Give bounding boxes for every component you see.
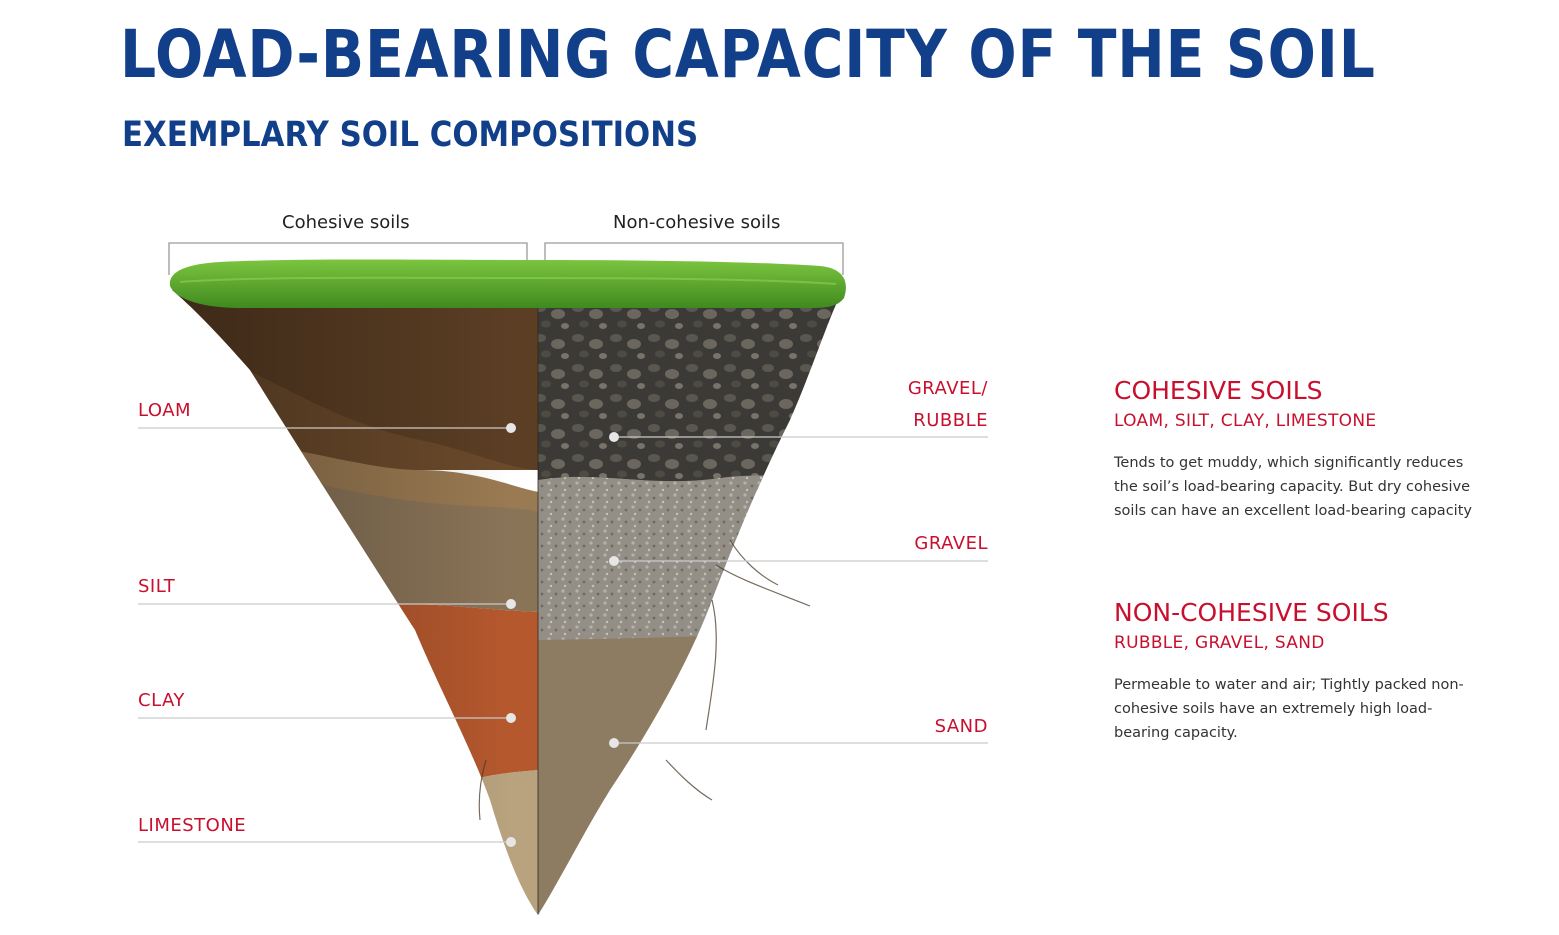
cohesive-soils-info: COHESIVE SOILS LOAM, SILT, CLAY, LIMESTO… bbox=[1114, 376, 1494, 523]
limestone-label: LIMESTONE bbox=[138, 815, 247, 836]
cohesive-soils-types: LOAM, SILT, CLAY, LIMESTONE bbox=[1114, 411, 1377, 431]
gravel-rubble-marker bbox=[609, 432, 988, 442]
page-subtitle: EXEMPLARY SOIL COMPOSITIONS bbox=[122, 115, 699, 155]
sand-marker bbox=[609, 738, 988, 748]
non-cohesive-soils-types: RUBBLE, GRAVEL, SAND bbox=[1114, 633, 1325, 653]
non-cohesive-soils-description: Permeable to water and air; Tightly pack… bbox=[1114, 677, 1464, 741]
roots bbox=[478, 539, 811, 821]
limestone-marker bbox=[138, 837, 516, 847]
loam-label: LOAM bbox=[138, 400, 192, 421]
grass-top bbox=[169, 259, 846, 308]
cohesive-soils-description: Tends to get muddy, which significantly … bbox=[1114, 455, 1472, 519]
silt-label: SILT bbox=[138, 576, 176, 597]
silt-marker bbox=[138, 599, 516, 609]
cohesive-soils-heading: COHESIVE SOILS bbox=[1114, 376, 1323, 405]
loam-marker bbox=[138, 423, 516, 433]
clay-label: CLAY bbox=[138, 690, 185, 711]
non-cohesive-soils-heading: NON-COHESIVE SOILS bbox=[1114, 598, 1389, 627]
page-title: LOAD-BEARING CAPACITY OF THE SOIL bbox=[120, 16, 1376, 93]
gravel-rubble-label-line2: RUBBLE bbox=[913, 410, 988, 431]
sand-label: SAND bbox=[934, 716, 988, 737]
non-cohesive-bracket bbox=[544, 242, 844, 275]
gravel-rubble-label-line1: GRAVEL/ bbox=[907, 378, 988, 399]
gravel-label: GRAVEL bbox=[914, 533, 988, 554]
gravel-marker bbox=[609, 556, 988, 566]
cohesive-soils-group-label: Cohesive soils bbox=[282, 212, 410, 233]
non-cohesive-soils-group-label: Non-cohesive soils bbox=[613, 212, 781, 233]
clay-marker bbox=[138, 713, 516, 723]
cohesive-bracket bbox=[168, 242, 528, 275]
non-cohesive-soils-info: NON-COHESIVE SOILS RUBBLE, GRAVEL, SAND … bbox=[1114, 598, 1494, 745]
